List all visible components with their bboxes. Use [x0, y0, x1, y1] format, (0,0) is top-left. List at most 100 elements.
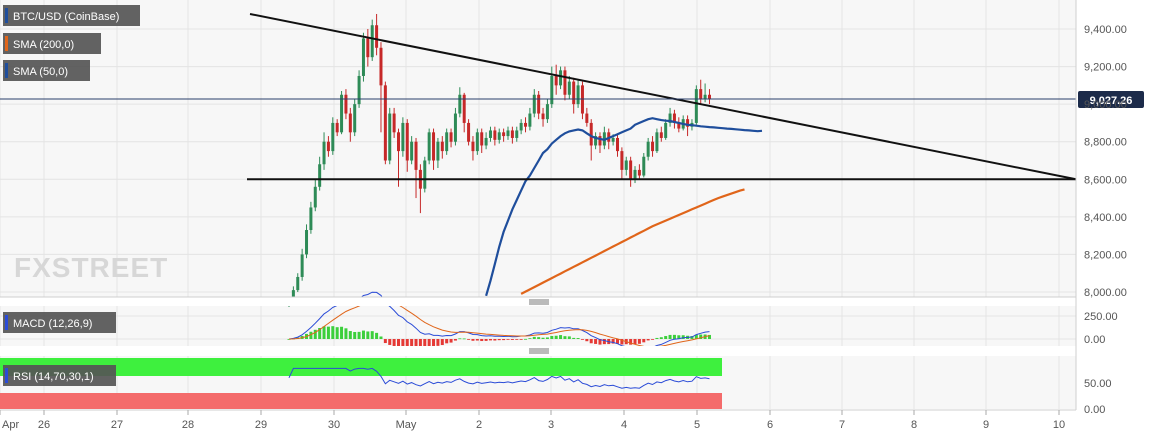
- x-tick-label: 2: [476, 419, 482, 431]
- candle: [594, 132, 598, 150]
- candle: [563, 66, 567, 101]
- legend-rsi[interactable]: RSI (14,70,30,1): [3, 365, 116, 386]
- y-tick-label: 9,400.00: [1084, 24, 1127, 36]
- candle: [423, 156, 427, 193]
- macd-bar: [537, 337, 541, 339]
- macd-bar: [467, 339, 471, 340]
- macd-histogram: [287, 326, 711, 353]
- macd-bar: [361, 330, 365, 339]
- macd-bar: [458, 338, 462, 340]
- y-tick-label: 250.00: [1084, 311, 1118, 323]
- macd-bar: [322, 326, 326, 339]
- y-tick-label: 9,200.00: [1084, 62, 1127, 74]
- legend-main-label: BTC/USD (CoinBase): [13, 11, 119, 23]
- candle: [616, 134, 619, 157]
- candle: [318, 156, 322, 191]
- candle: [296, 273, 300, 292]
- macd-resize-handle[interactable]: [529, 299, 549, 305]
- rsi-resize-handle[interactable]: [529, 348, 549, 354]
- candle: [532, 89, 536, 118]
- macd-bar: [287, 339, 291, 340]
- macd-bar: [699, 334, 703, 339]
- candle: [572, 77, 576, 114]
- x-tick-label: 4: [621, 419, 627, 431]
- y-tick-label: 9,000.00: [1084, 99, 1127, 111]
- macd-bar: [475, 339, 479, 341]
- macd-bar: [611, 339, 615, 344]
- candle: [410, 136, 414, 165]
- candle: [401, 117, 405, 157]
- macd-bar: [633, 339, 637, 345]
- legend-main[interactable]: BTC/USD (CoinBase): [3, 5, 140, 26]
- candle: [545, 98, 549, 123]
- candle: [554, 64, 558, 95]
- candle: [642, 152, 646, 178]
- candle: [651, 136, 655, 157]
- macd-bar: [484, 339, 488, 341]
- candle: [620, 147, 624, 180]
- candle: [453, 107, 457, 146]
- macd-bar: [331, 326, 335, 339]
- last-price-label: 9,027.26: [1090, 95, 1133, 107]
- macd-bar: [510, 339, 514, 340]
- macd-bar: [541, 337, 545, 339]
- candle: [493, 126, 497, 146]
- candle: [397, 128, 400, 187]
- macd-bar: [414, 339, 418, 352]
- candle: [357, 70, 361, 108]
- macd-bar: [532, 336, 536, 339]
- y-tick-label: 8,800.00: [1084, 137, 1127, 149]
- candle: [414, 137, 418, 199]
- macd-bar: [559, 335, 563, 339]
- macd-bar: [488, 339, 492, 341]
- macd-bar: [449, 339, 453, 343]
- legend-macd[interactable]: MACD (12,26,9): [3, 312, 116, 333]
- macd-bar: [313, 329, 317, 339]
- y-tick-label: 0.00: [1084, 404, 1105, 416]
- candle: [624, 156, 628, 176]
- macd-bar: [432, 339, 436, 348]
- macd-bar: [563, 336, 567, 339]
- macd-bar: [436, 339, 440, 346]
- candle: [585, 107, 589, 127]
- candle: [646, 137, 650, 161]
- macd-bar: [366, 331, 370, 339]
- rsi-oversold-zone: [0, 393, 722, 409]
- candle: [366, 29, 370, 67]
- candle: [392, 107, 396, 138]
- trendlines: [247, 12, 1077, 181]
- candle: [331, 117, 335, 155]
- macd-bar: [493, 339, 497, 341]
- macd-bar: [309, 331, 313, 339]
- candle: [677, 117, 681, 133]
- candle: [576, 79, 580, 108]
- x-tick-label: May: [396, 419, 417, 431]
- x-tick-label: 10: [1053, 419, 1065, 431]
- macd-bar: [348, 331, 352, 339]
- legend-sma200-label: SMA (200,0): [13, 39, 74, 51]
- candle: [436, 137, 440, 169]
- candle: [694, 85, 698, 125]
- y-tick-label: 50.00: [1084, 378, 1112, 390]
- macd-bar: [580, 339, 584, 340]
- x-tick-label: 29: [255, 419, 267, 431]
- macd-bar: [318, 327, 322, 339]
- macd-bar: [379, 336, 383, 339]
- candle: [427, 128, 431, 165]
- candle: [659, 126, 663, 142]
- macd-bar: [651, 339, 655, 340]
- macd-bar: [554, 335, 558, 339]
- macd-bar: [567, 336, 571, 339]
- candle: [375, 13, 379, 56]
- candle: [379, 42, 383, 133]
- legend-sma50[interactable]: SMA (50,0): [3, 60, 90, 81]
- macd-bar: [502, 339, 506, 341]
- candle: [361, 32, 365, 82]
- x-tick-label: 26: [38, 419, 50, 431]
- macd-bar: [418, 339, 422, 353]
- macd-bar: [629, 339, 633, 345]
- macd-bar: [340, 326, 344, 339]
- legend-sma200[interactable]: SMA (200,0): [3, 33, 101, 54]
- legend-sma50-label: SMA (50,0): [13, 66, 68, 78]
